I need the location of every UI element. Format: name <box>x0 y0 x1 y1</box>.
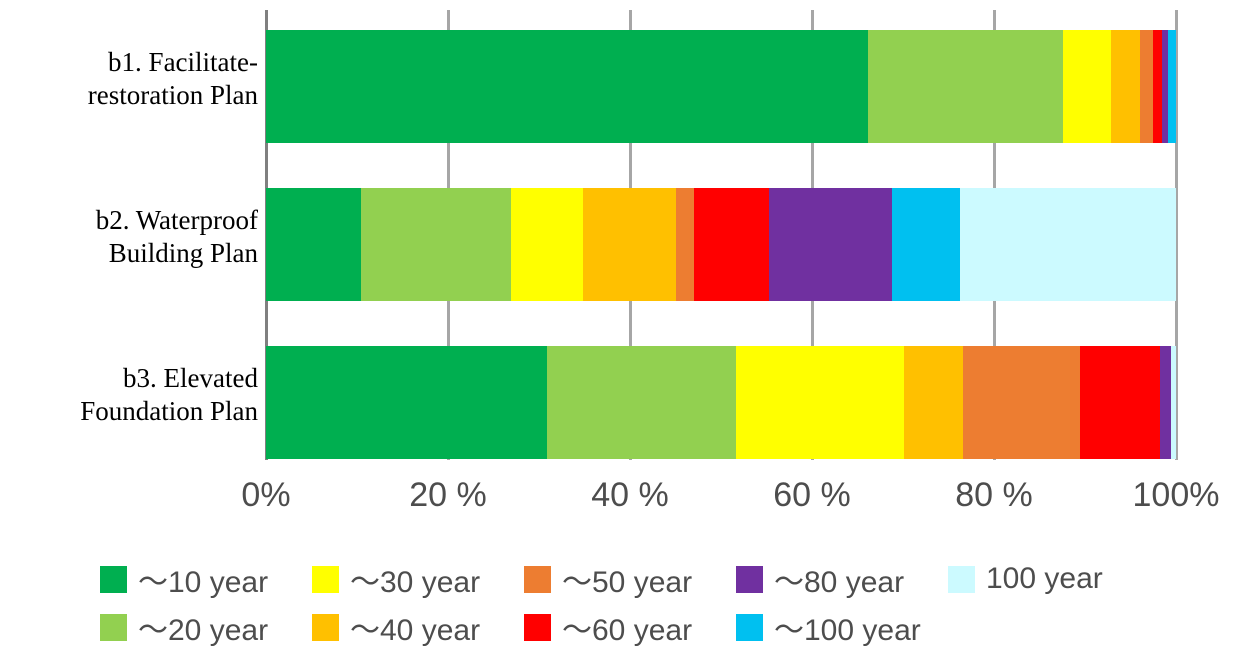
legend-swatch-icon <box>948 565 975 593</box>
legend-label: 100 year <box>986 562 1103 595</box>
legend-item[interactable]: ～50 year <box>524 557 736 601</box>
legend-swatch-icon <box>524 565 551 593</box>
bar-row <box>266 30 1176 143</box>
legend: ～10 year ～30 year ～50 year ～80 year 100 year… <box>100 556 1160 652</box>
bar-segment[interactable] <box>1139 30 1154 143</box>
legend-label: ～30 year <box>350 566 481 599</box>
legend-swatch-icon <box>736 565 763 593</box>
legend-item[interactable]: ～40 year <box>312 605 524 649</box>
legend-item[interactable]: 100 year <box>948 562 1160 596</box>
bar-segment[interactable] <box>266 30 869 143</box>
bar-segment[interactable] <box>1159 346 1172 459</box>
legend-item[interactable]: ～60 year <box>524 605 736 649</box>
legend-label: ～80 year <box>774 566 905 599</box>
legend-item-empty <box>948 614 1160 641</box>
bar-segment[interactable] <box>1153 30 1163 143</box>
legend-swatch-icon <box>736 613 763 641</box>
x-tick-label-0: 0% <box>241 476 291 514</box>
bar-segment[interactable] <box>510 188 583 301</box>
bar-segment[interactable] <box>582 188 677 301</box>
bar-segment[interactable] <box>676 188 694 301</box>
category-axis-labels: b1. Facilitate- restoration Plan b2. Wat… <box>0 10 260 460</box>
bar-segment[interactable] <box>736 346 904 459</box>
bar-segment[interactable] <box>266 346 548 459</box>
bar-rows <box>266 10 1176 460</box>
plot-area <box>264 10 1178 460</box>
bar-segment[interactable] <box>868 30 1064 143</box>
bar-segment[interactable] <box>892 188 961 301</box>
bar-segment[interactable] <box>769 188 892 301</box>
bar-segment[interactable] <box>1162 30 1168 143</box>
legend-swatch-icon <box>100 613 127 641</box>
legend-item[interactable]: ～20 year <box>100 605 312 649</box>
bar-segment[interactable] <box>1171 346 1176 459</box>
legend-swatch-icon <box>100 565 127 593</box>
bar-segment[interactable] <box>360 188 511 301</box>
x-tick-label-20: 20 % <box>409 476 487 514</box>
bar-segment[interactable] <box>1167 30 1176 143</box>
legend-item[interactable]: ～10 year <box>100 557 312 601</box>
legend-label: ～100 year <box>774 614 921 647</box>
x-tick-label-40: 40 % <box>591 476 669 514</box>
x-tick-label-100: 100% <box>1132 476 1220 514</box>
legend-label: ～60 year <box>562 614 693 647</box>
x-tick-label-60: 60 % <box>773 476 851 514</box>
bar-segment[interactable] <box>903 346 964 459</box>
legend-swatch-icon <box>312 565 339 593</box>
bar-segment[interactable] <box>266 188 361 301</box>
legend-item[interactable]: ～80 year <box>736 557 948 601</box>
bar-segment[interactable] <box>693 188 770 301</box>
category-label-b2: b2. Waterproof Building Plan <box>95 205 258 268</box>
legend-item[interactable]: ～30 year <box>312 557 524 601</box>
category-label-b1: b1. Facilitate- restoration Plan <box>87 47 258 110</box>
bar-segment[interactable] <box>547 346 737 459</box>
x-axis-tick-labels: 0% 20 % 40 % 60 % 80 % 100% <box>241 476 1219 526</box>
category-label-b3: b3. Elevated Foundation Plan <box>80 363 258 426</box>
legend-label: ～20 year <box>138 614 269 647</box>
bar-segment[interactable] <box>1111 30 1140 143</box>
legend-label: ～50 year <box>562 566 693 599</box>
bar-segment[interactable] <box>1063 30 1112 143</box>
legend-label: ～10 year <box>138 566 269 599</box>
legend-row-top: ～10 year ～30 year ～50 year ～80 year 100 year <box>100 556 1160 602</box>
bar-segment[interactable] <box>1080 346 1160 459</box>
x-tick-label-80: 80 % <box>955 476 1033 514</box>
legend-item[interactable]: ～100 year <box>736 605 948 649</box>
legend-label: ～40 year <box>350 614 481 647</box>
bar-segment[interactable] <box>960 188 1176 301</box>
bar-row <box>266 188 1176 301</box>
legend-row-bottom: ～20 year ～40 year ～60 year ～100 year <box>100 604 1160 650</box>
legend-swatch-icon <box>312 613 339 641</box>
bar-row <box>266 346 1176 459</box>
bar-segment[interactable] <box>963 346 1081 459</box>
legend-swatch-icon <box>524 613 551 641</box>
